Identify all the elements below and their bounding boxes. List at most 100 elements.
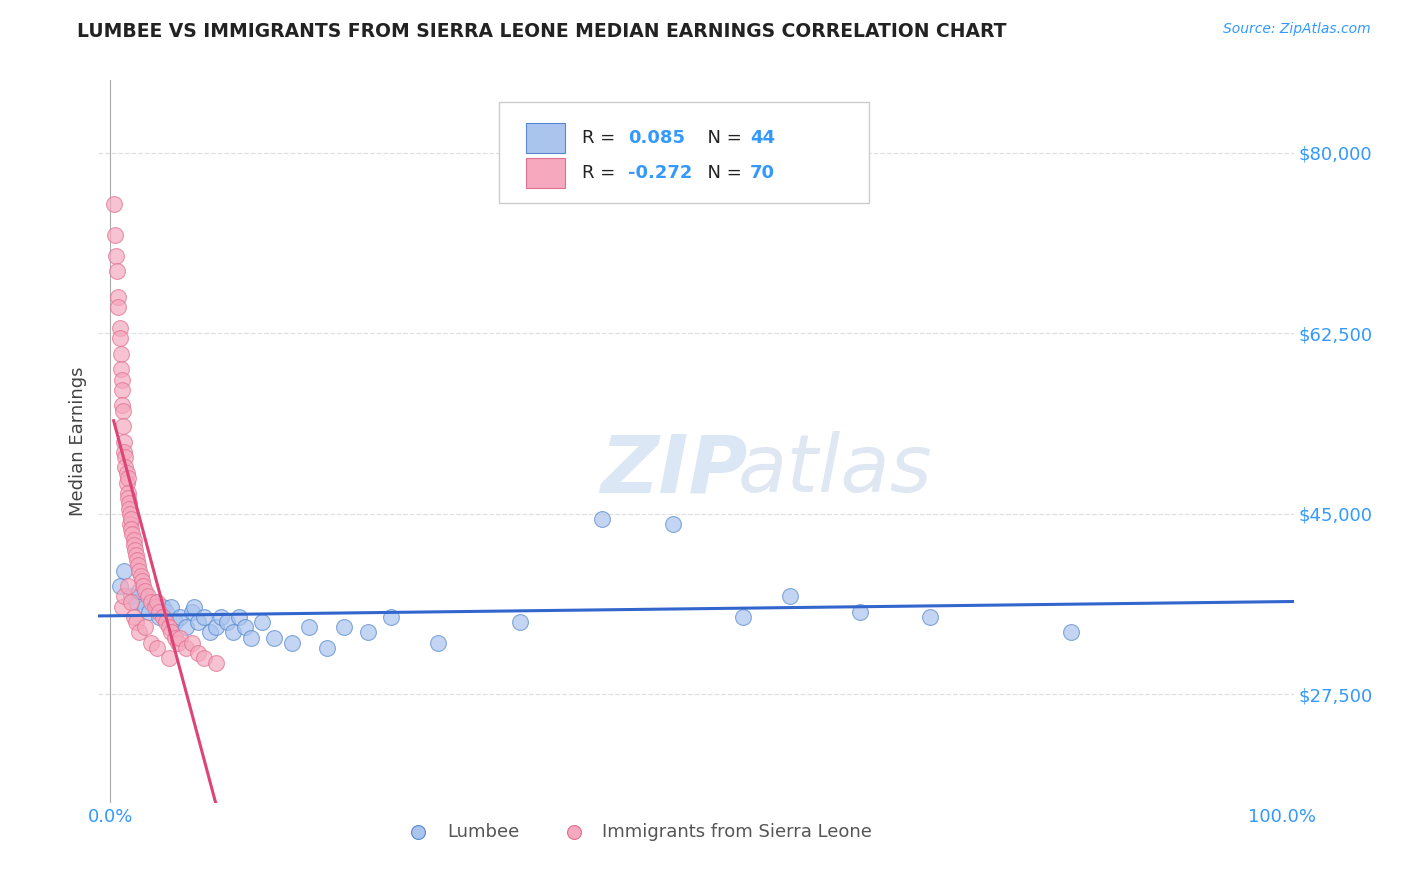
Point xyxy=(111,383,134,397)
Point xyxy=(117,486,139,500)
Bar xyxy=(526,123,565,153)
Point xyxy=(124,542,146,557)
Point xyxy=(127,558,149,573)
Point xyxy=(111,373,134,387)
Text: N =: N = xyxy=(696,129,748,147)
Point xyxy=(157,651,180,665)
Bar xyxy=(526,158,565,188)
Text: -0.272: -0.272 xyxy=(628,164,692,182)
Point xyxy=(112,445,135,459)
Point xyxy=(174,640,197,655)
Point xyxy=(120,590,142,604)
Point xyxy=(779,590,801,604)
Point xyxy=(316,640,339,655)
Point xyxy=(112,419,135,434)
Point xyxy=(181,605,204,619)
Legend: Lumbee, Immigrants from Sierra Leone: Lumbee, Immigrants from Sierra Leone xyxy=(392,815,880,848)
Point xyxy=(115,466,138,480)
Point xyxy=(120,517,141,532)
Point xyxy=(146,594,169,608)
Point xyxy=(239,631,262,645)
Point xyxy=(108,579,131,593)
Point xyxy=(118,496,141,510)
Point xyxy=(263,631,285,645)
Point xyxy=(108,321,131,335)
Point xyxy=(138,605,160,619)
Point xyxy=(107,301,129,315)
Point xyxy=(163,615,186,630)
Point xyxy=(132,579,155,593)
Point xyxy=(122,538,145,552)
Point xyxy=(115,475,138,490)
Point xyxy=(105,264,128,278)
Point xyxy=(211,610,233,624)
Point xyxy=(134,599,156,614)
Point xyxy=(920,610,942,624)
Text: ZIP: ZIP xyxy=(600,432,748,509)
Point xyxy=(148,610,170,624)
Point xyxy=(105,249,128,263)
Text: atlas: atlas xyxy=(738,432,932,509)
Point xyxy=(155,605,177,619)
Point xyxy=(143,594,166,608)
Point xyxy=(160,599,183,614)
Point xyxy=(193,610,215,624)
Point xyxy=(125,548,148,562)
Point xyxy=(174,620,197,634)
Point xyxy=(120,522,142,536)
Point xyxy=(128,564,150,578)
Point xyxy=(228,610,250,624)
Point xyxy=(183,599,205,614)
Point xyxy=(509,615,531,630)
Point xyxy=(661,517,683,532)
Text: 0.085: 0.085 xyxy=(628,129,685,147)
Point xyxy=(112,590,135,604)
Point xyxy=(198,625,221,640)
Point xyxy=(146,640,169,655)
Point xyxy=(114,450,136,464)
Point xyxy=(169,631,191,645)
Point xyxy=(134,584,156,599)
Point xyxy=(121,527,143,541)
Point xyxy=(122,610,145,624)
Point xyxy=(112,403,135,417)
Point xyxy=(143,599,166,614)
Point xyxy=(112,434,135,449)
Point xyxy=(380,610,402,624)
Point xyxy=(591,512,613,526)
Point xyxy=(148,605,170,619)
Point xyxy=(141,636,163,650)
Point xyxy=(108,331,131,345)
Point xyxy=(129,568,152,582)
Point xyxy=(217,615,239,630)
Point xyxy=(298,620,321,634)
Point xyxy=(204,657,226,671)
Point xyxy=(114,460,136,475)
Point xyxy=(125,594,148,608)
Point xyxy=(128,584,150,599)
Text: 70: 70 xyxy=(749,164,775,182)
Point xyxy=(117,471,139,485)
Point xyxy=(111,599,134,614)
Point xyxy=(193,651,215,665)
Text: LUMBEE VS IMMIGRANTS FROM SIERRA LEONE MEDIAN EARNINGS CORRELATION CHART: LUMBEE VS IMMIGRANTS FROM SIERRA LEONE M… xyxy=(77,22,1007,41)
Point xyxy=(252,615,274,630)
Point xyxy=(155,615,177,630)
Point xyxy=(128,625,150,640)
Point xyxy=(104,228,127,243)
Point xyxy=(849,605,872,619)
Point xyxy=(163,631,186,645)
Text: N =: N = xyxy=(696,164,748,182)
Text: Source: ZipAtlas.com: Source: ZipAtlas.com xyxy=(1223,22,1371,37)
Point xyxy=(136,590,159,604)
Point xyxy=(107,290,129,304)
Point xyxy=(222,625,245,640)
Point xyxy=(134,620,156,634)
Point xyxy=(187,615,209,630)
Point xyxy=(118,501,141,516)
Text: R =: R = xyxy=(582,164,621,182)
Point xyxy=(333,620,356,634)
Point xyxy=(181,636,204,650)
Point xyxy=(157,620,180,634)
Point xyxy=(110,347,132,361)
